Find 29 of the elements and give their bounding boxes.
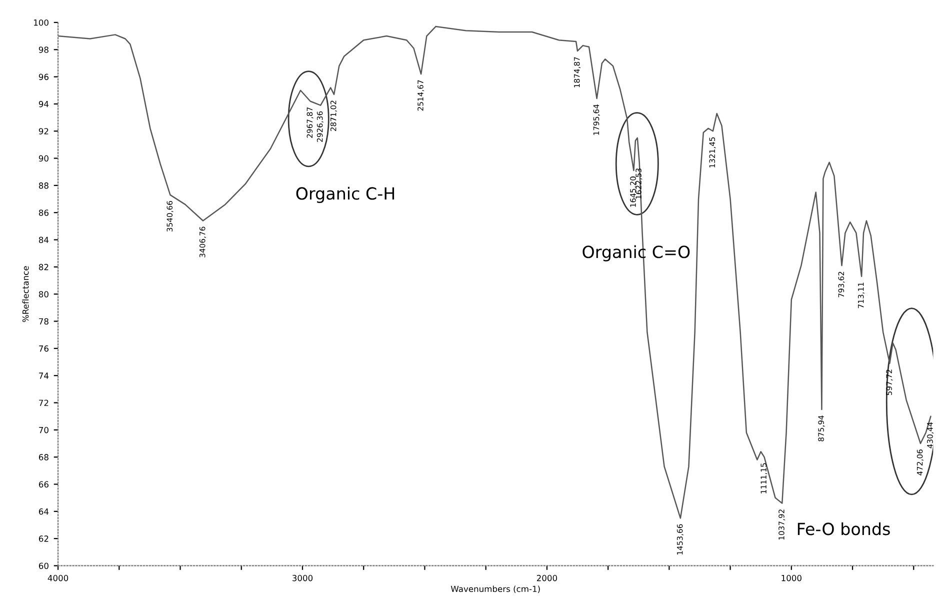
x-axis-title: Wavenumbers (cm-1)	[450, 586, 540, 594]
x-tick-label: 4000	[48, 574, 68, 582]
y-tick-label: 94	[38, 100, 49, 108]
x-tick-label: 3000	[292, 574, 313, 582]
y-tick-label: 78	[39, 318, 48, 325]
y-tick-label: 70	[39, 426, 48, 434]
annotation: Fe-O bonds	[798, 522, 890, 536]
y-tick-label: 100	[34, 19, 48, 26]
y-tick-label: 86	[38, 210, 48, 216]
y-tick-label: 92	[38, 128, 48, 134]
y-tick-label: 62	[38, 536, 48, 542]
y-tick-label: 90	[38, 155, 48, 162]
y-tick-label: 84	[38, 236, 49, 244]
y-tick-label: 88	[38, 182, 48, 189]
y-tick-label: 76	[39, 345, 48, 352]
y-tick-label: 66	[38, 481, 48, 488]
y-tick-label: 96	[38, 74, 48, 80]
y-tick-label: 60	[38, 562, 48, 570]
y-tick-label: 68	[38, 454, 48, 460]
x-tick-label: 2000	[536, 574, 557, 582]
y-tick-label: 82	[38, 264, 48, 270]
annotation: Organic C-H	[296, 186, 394, 204]
y-tick-label: 98	[38, 46, 48, 53]
y-axis-title: %Reflectance	[22, 266, 29, 322]
y-tick-label: 72	[39, 400, 48, 406]
y-tick-label: 74	[39, 372, 49, 379]
y-tick-label: 80	[38, 291, 48, 298]
y-tick-label: 64	[38, 508, 49, 515]
x-tick-label: 1000	[782, 574, 802, 582]
